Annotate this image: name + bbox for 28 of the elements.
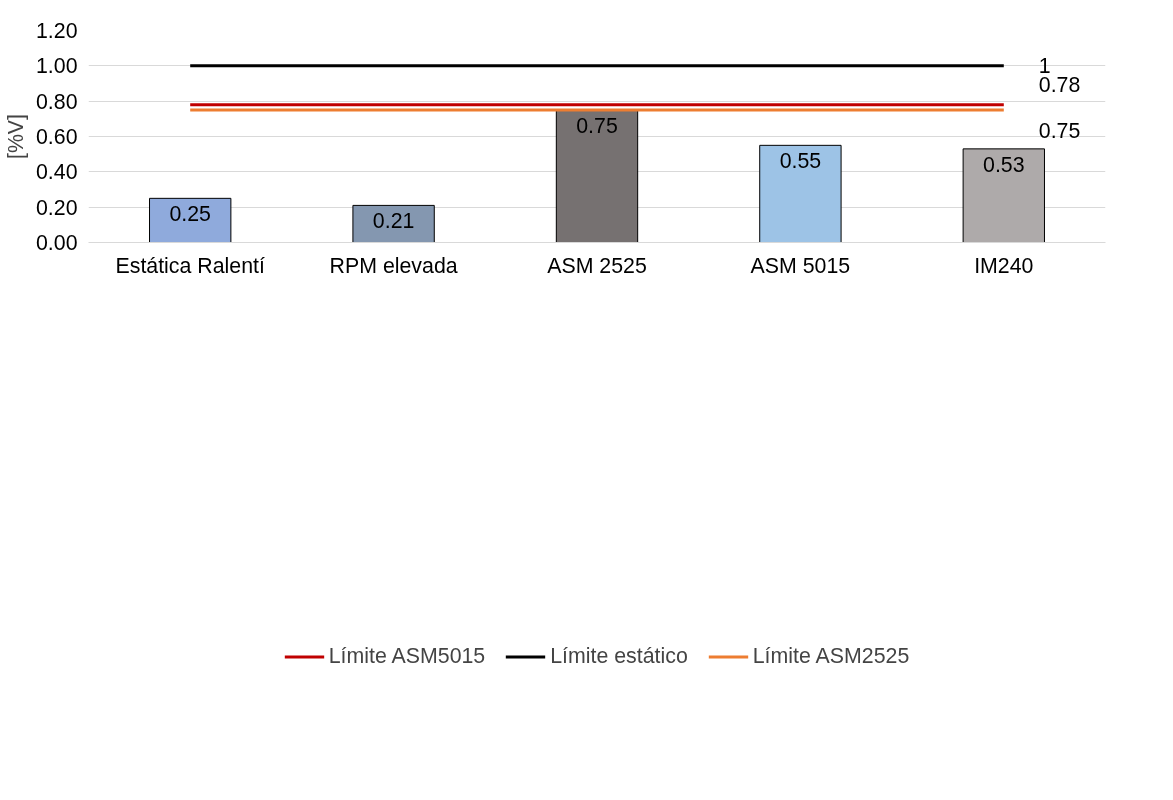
bar	[352, 204, 435, 243]
y-tick-label: 0.20	[35, 195, 78, 220]
x-tick-label: Estática Ralentí	[115, 253, 265, 278]
bar	[149, 197, 232, 243]
bar	[555, 109, 639, 243]
y-tick-label: 0.80	[35, 89, 78, 114]
x-tick-label: ASM 2525	[547, 253, 647, 278]
bar	[759, 144, 842, 243]
data-label: 0.25	[169, 202, 211, 227]
bar	[962, 148, 1045, 243]
x-tick-label: IM240	[974, 253, 1034, 278]
legend-label: Límite estático	[550, 643, 688, 669]
legend-label: Límite ASM5015	[328, 643, 486, 669]
y-tick-label: 1.20	[35, 19, 78, 43]
data-label: 0.55	[779, 149, 822, 174]
data-label: 0.53	[983, 152, 1025, 177]
data-label: 0.75	[576, 114, 618, 138]
data-label: 0.78	[1038, 73, 1081, 98]
y-tick-label: 0.40	[35, 160, 78, 185]
x-tick-label: ASM 5015	[750, 253, 851, 278]
y-tick-label: 0.60	[35, 125, 78, 149]
data-label: 0.75	[1038, 118, 1081, 143]
legend-label: Límite ASM2525	[752, 643, 910, 669]
x-tick-label: RPM elevada	[329, 253, 458, 278]
data-label: 0.21	[372, 209, 415, 234]
y-axis-title: [%V]	[3, 113, 28, 160]
y-tick-label: 1.00	[35, 54, 78, 79]
y-tick-label: 0.00	[35, 231, 78, 255]
